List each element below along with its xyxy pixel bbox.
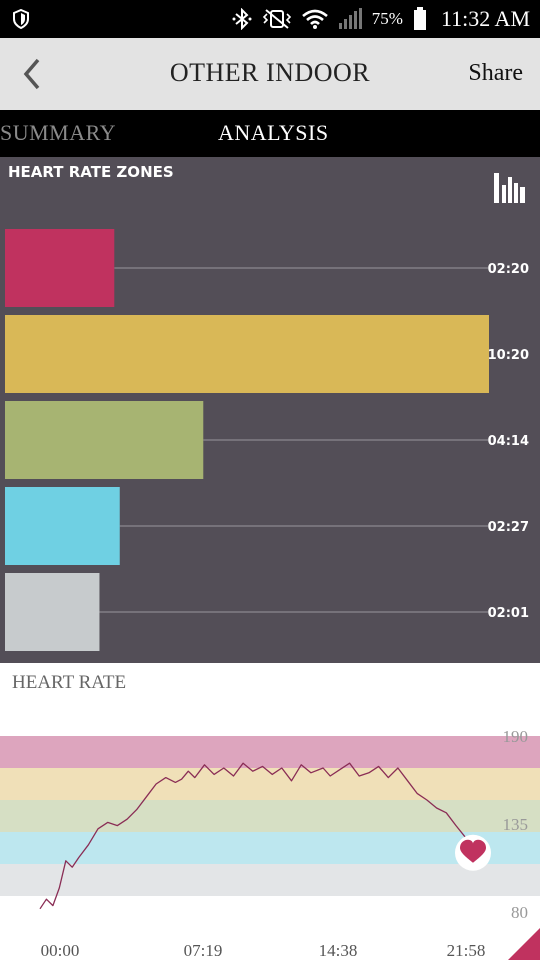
zones-title: HEART RATE ZONES: [8, 163, 174, 181]
x-tick-label: 14:38: [319, 941, 358, 960]
vibrate-mute-icon: [262, 9, 291, 29]
tab-analysis[interactable]: ANALYSIS: [218, 120, 329, 145]
heart-rate-title: HEART RATE: [12, 672, 127, 693]
zone-duration-label: 10:20: [488, 348, 529, 363]
battery-percent: 75%: [371, 9, 403, 28]
heart-rate-line: [39, 762, 466, 910]
zone-bar[interactable]: [5, 315, 489, 393]
x-tick-label: 07:19: [184, 941, 223, 960]
corner-indicator[interactable]: [508, 928, 540, 960]
heart-icon[interactable]: [455, 834, 491, 871]
back-button[interactable]: [18, 56, 48, 92]
wifi-icon: [301, 9, 328, 29]
heart-shape: [460, 839, 486, 863]
bar-chart-icon[interactable]: [494, 173, 526, 203]
y-tick-label: 190: [503, 727, 529, 746]
hr-zone-band: [0, 864, 540, 896]
zone-duration-label: 02:27: [488, 520, 529, 535]
app-bar: OTHER INDOOR Share: [0, 38, 540, 110]
tab-bar: SUMMARY ANALYSIS: [0, 110, 540, 157]
battery-icon: [413, 7, 426, 30]
heart-rate-chart: 190 135 80 00:00 07:19 14:38 21:58: [0, 727, 540, 960]
zone-bar[interactable]: [5, 487, 120, 565]
y-tick-label: 135: [503, 815, 529, 834]
hr-zone-band: [0, 800, 540, 832]
signal-icon: [338, 8, 362, 29]
zones-chart: 02:20 10:20 04:14 02:27 02:01: [5, 229, 529, 651]
page-title: OTHER INDOOR: [169, 58, 371, 87]
tab-summary[interactable]: SUMMARY: [0, 120, 116, 145]
heart-rate-zones-panel: 02:20 10:20 04:14 02:27 02:01 HEART RATE ZON…: [0, 157, 540, 663]
zone-duration-label: 02:20: [488, 262, 529, 277]
y-tick-label: 80: [511, 903, 528, 922]
share-button[interactable]: Share: [468, 60, 523, 86]
hr-zone-band: [0, 832, 540, 864]
shield-icon: [13, 9, 29, 29]
x-tick-label: 21:58: [447, 941, 486, 960]
status-time: 11:32 AM: [440, 6, 530, 31]
zone-bar[interactable]: [5, 401, 204, 479]
zone-duration-label: 04:14: [488, 434, 529, 449]
hr-zone-band: [0, 736, 540, 768]
bluetooth-icon: [232, 8, 252, 30]
zone-bar[interactable]: [5, 229, 115, 307]
zone-bar[interactable]: [5, 573, 100, 651]
zone-duration-label: 02:01: [488, 606, 529, 621]
x-tick-label: 00:00: [41, 941, 80, 960]
status-bar: 75% 11:32 AM: [0, 0, 540, 38]
